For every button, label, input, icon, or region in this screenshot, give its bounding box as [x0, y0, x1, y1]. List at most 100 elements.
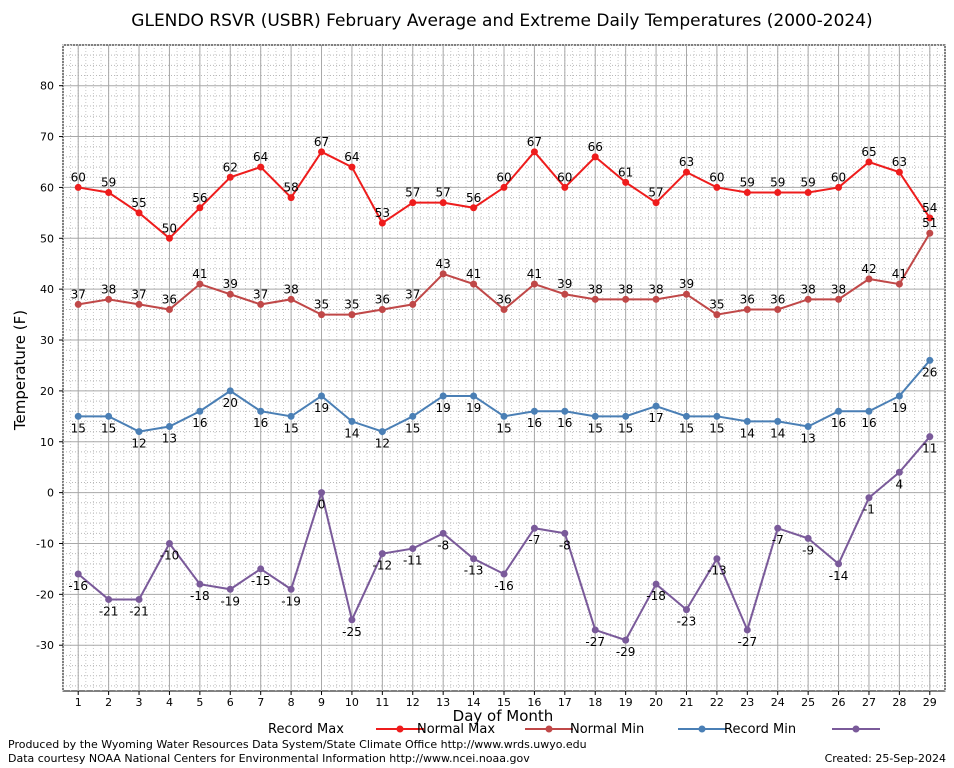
data-label-record-max: 64	[253, 150, 268, 164]
x-tick-label: 2	[105, 696, 112, 709]
data-point-record-max	[622, 178, 630, 186]
data-label-normal-max: 41	[192, 267, 207, 281]
data-label-normal-min: 19	[314, 401, 329, 415]
data-point-normal-min	[804, 422, 812, 430]
data-point-record-max	[865, 158, 873, 166]
x-tick-label: 22	[710, 696, 724, 709]
data-point-normal-min	[622, 412, 630, 420]
data-label-record-max: 60	[831, 170, 846, 184]
data-point-normal-max	[835, 295, 843, 303]
data-point-record-max	[530, 148, 538, 156]
legend-swatch-marker-normal-max	[545, 725, 553, 733]
legend-swatch-marker-record-min	[852, 725, 860, 733]
data-point-normal-min	[74, 412, 82, 420]
x-tick-label: 14	[467, 696, 481, 709]
data-point-record-min	[74, 570, 82, 578]
x-tick-label: 29	[923, 696, 937, 709]
data-point-normal-max	[409, 300, 417, 308]
data-label-normal-max: 39	[223, 277, 238, 291]
data-point-normal-max	[591, 295, 599, 303]
series-normal-min: 15 15 12 13 16 20 16 15 19 14 12 15 19 19 15 16 16 15 15 17…	[71, 356, 937, 451]
data-label-record-max: 59	[101, 176, 116, 190]
legend-item-record-max: Record Max	[268, 722, 424, 737]
x-tick-label: 26	[832, 696, 846, 709]
data-label-normal-max: 41	[892, 267, 907, 281]
data-point-normal-min	[470, 392, 478, 400]
data-point-record-min	[500, 570, 508, 578]
legend: Record Max Normal Max Normal Min Record Min	[268, 722, 880, 737]
data-label-record-min: -14	[829, 569, 849, 583]
data-label-normal-min: 14	[770, 426, 785, 440]
data-point-normal-min	[439, 392, 447, 400]
data-point-record-min	[835, 560, 843, 568]
data-point-record-min	[774, 524, 782, 532]
data-label-record-min: -7	[772, 533, 784, 547]
data-label-record-min: -16	[68, 579, 88, 593]
x-tick-label: 18	[588, 696, 602, 709]
data-point-record-max	[470, 204, 478, 212]
legend-label-normal-min: Normal Min	[570, 722, 644, 737]
data-point-normal-max	[804, 295, 812, 303]
data-label-normal-min: 15	[709, 421, 724, 435]
x-tick-label: 3	[136, 696, 143, 709]
data-point-normal-max	[196, 280, 204, 288]
x-tick-label: 13	[436, 696, 450, 709]
data-label-normal-min: 20	[223, 396, 238, 410]
data-point-normal-max	[105, 295, 113, 303]
data-label-normal-min: 14	[740, 426, 755, 440]
data-point-normal-max	[530, 280, 538, 288]
data-point-normal-max	[713, 311, 721, 319]
data-point-normal-min	[500, 412, 508, 420]
y-tick-label: -10	[36, 537, 54, 550]
data-point-record-min	[318, 489, 326, 497]
data-point-normal-max	[682, 290, 690, 298]
data-point-normal-min	[743, 417, 751, 425]
data-point-record-max	[378, 219, 386, 227]
legend-label-record-min: Record Min	[724, 722, 796, 737]
data-label-normal-max: 37	[131, 287, 146, 301]
data-point-record-max	[257, 163, 265, 171]
data-point-record-max	[135, 209, 143, 217]
data-point-normal-max	[622, 295, 630, 303]
data-point-normal-min	[165, 422, 173, 430]
y-tick-label: 70	[40, 131, 54, 144]
data-point-record-max	[804, 189, 812, 197]
data-label-normal-max: 41	[527, 267, 542, 281]
data-label-normal-max: 35	[709, 298, 724, 312]
x-tick-label: 5	[196, 696, 203, 709]
data-label-record-max: 58	[283, 181, 298, 195]
data-point-normal-max	[318, 311, 326, 319]
data-point-record-max	[196, 204, 204, 212]
data-label-record-max: 64	[344, 150, 359, 164]
data-point-normal-min	[530, 407, 538, 415]
x-tick-label: 8	[288, 696, 295, 709]
data-label-record-min: -19	[220, 594, 240, 608]
data-label-record-max: 56	[466, 191, 481, 205]
data-point-normal-min	[895, 392, 903, 400]
data-label-record-min: -8	[437, 538, 449, 552]
data-point-record-max	[895, 168, 903, 176]
data-label-record-max: 67	[314, 135, 329, 149]
data-label-normal-max: 36	[496, 293, 511, 307]
data-label-normal-min: 13	[800, 431, 815, 445]
data-point-normal-min	[409, 412, 417, 420]
data-point-record-min	[591, 626, 599, 634]
data-label-record-min: -27	[738, 635, 758, 649]
data-point-normal-max	[470, 280, 478, 288]
data-point-normal-min	[591, 412, 599, 420]
data-point-normal-min	[682, 412, 690, 420]
data-label-record-min: -10	[160, 548, 180, 562]
series-record-max: 60 59 55 50 56 62 64 58 67 64 53 57 57 56 60 67 60 66 61 57…	[71, 135, 937, 242]
data-point-normal-min	[652, 402, 660, 410]
x-tick-label: 16	[527, 696, 541, 709]
x-tick-label: 6	[227, 696, 234, 709]
data-point-record-max	[348, 163, 356, 171]
data-point-record-min	[165, 539, 173, 547]
x-tick-label: 11	[375, 696, 389, 709]
y-tick-label: 20	[40, 385, 54, 398]
data-label-record-min: 4	[896, 477, 904, 491]
data-label-normal-min: 16	[557, 416, 572, 430]
data-point-record-min	[409, 545, 417, 553]
data-point-normal-max	[926, 229, 934, 237]
data-point-record-max	[318, 148, 326, 156]
